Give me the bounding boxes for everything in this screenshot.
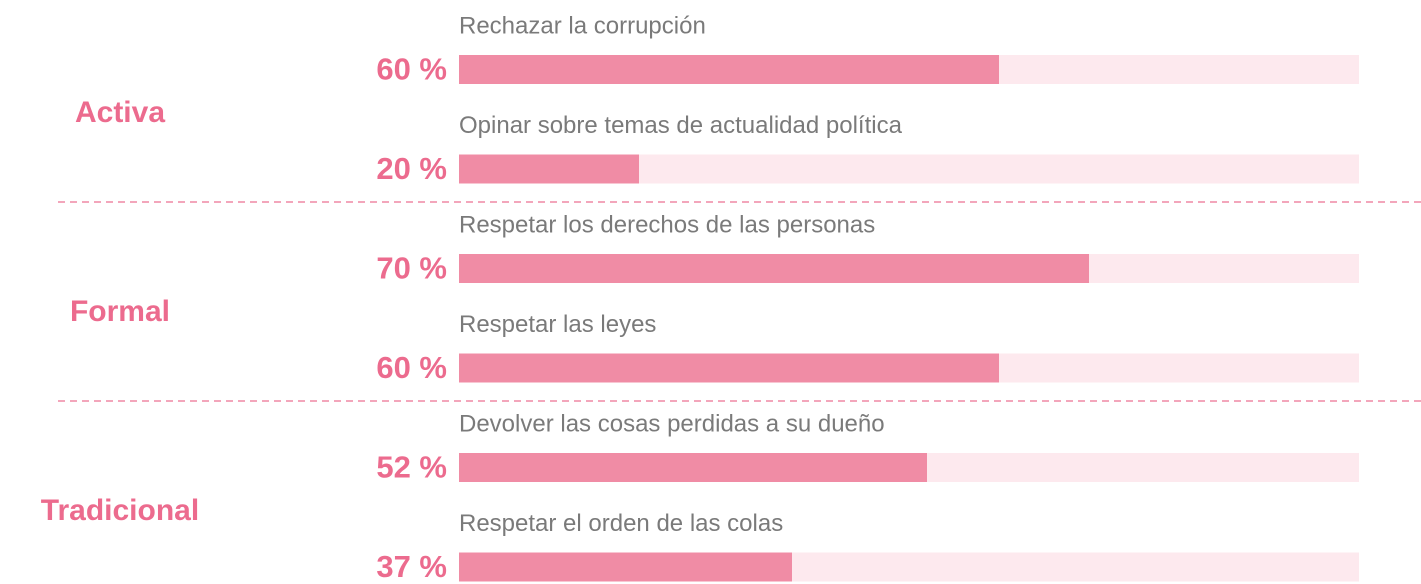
value-label: 60 % (376, 52, 447, 87)
value-label: 52 % (376, 450, 447, 485)
value-label: 20 % (376, 151, 447, 186)
bar (459, 254, 1089, 283)
category-label: Devolver las cosas perdidas a su dueño (459, 410, 885, 437)
value-label: 70 % (376, 251, 447, 286)
category-label: Respetar el orden de las colas (459, 510, 783, 537)
bar (459, 453, 927, 482)
category-label: Respetar las leyes (459, 311, 656, 338)
category-label: Respetar los derechos de las personas (459, 211, 875, 238)
category-label: Opinar sobre temas de actualidad polític… (459, 112, 903, 139)
bar (459, 353, 999, 383)
group-label: Formal (70, 295, 170, 328)
group-label: Tradicional (41, 494, 199, 527)
value-label: 37 % (376, 549, 447, 584)
bar (459, 154, 639, 184)
value-label: 60 % (376, 350, 447, 385)
category-label: Rechazar la corrupción (459, 12, 706, 39)
bar (459, 552, 792, 582)
bar (459, 55, 999, 84)
group-label: Activa (75, 96, 165, 129)
